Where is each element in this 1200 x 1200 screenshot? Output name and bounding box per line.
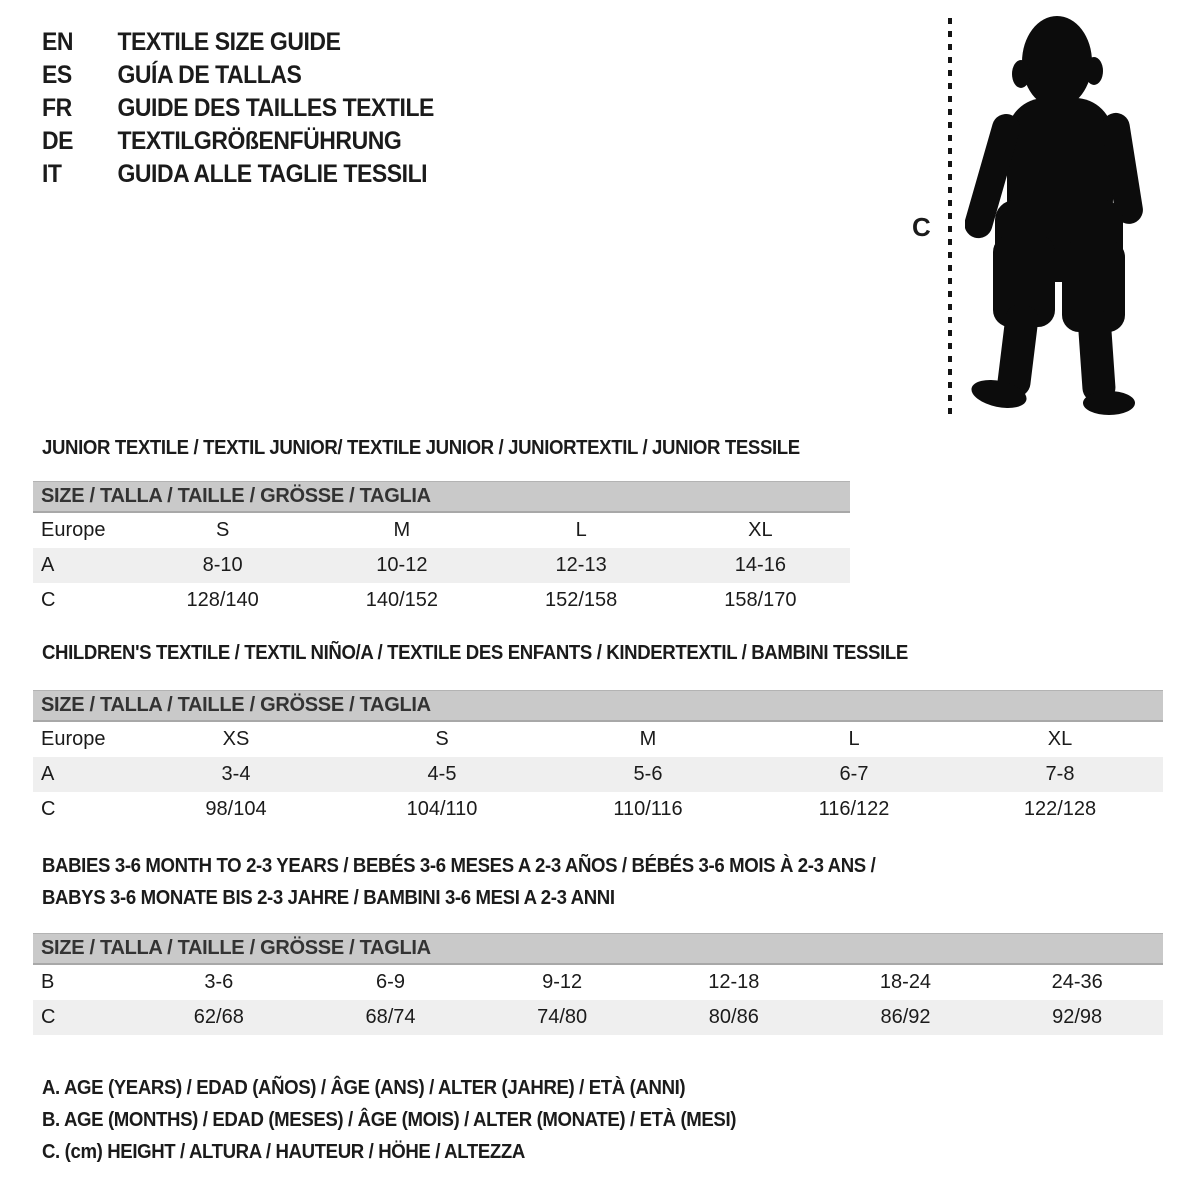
junior-row-europe: Europe S M L XL bbox=[33, 513, 850, 548]
table-cell: 3-6 bbox=[204, 971, 234, 993]
row-label: A bbox=[41, 763, 55, 785]
table-cell: 104/110 bbox=[406, 798, 478, 820]
language-code: FR bbox=[42, 94, 72, 122]
baby-silhouette-icon bbox=[965, 16, 1143, 415]
junior-section-heading: JUNIOR TEXTILE / TEXTIL JUNIOR/ TEXTILE … bbox=[42, 437, 800, 459]
table-cell: 68/74 bbox=[365, 1006, 416, 1028]
table-cell: S bbox=[215, 519, 230, 541]
table-cell: 12-13 bbox=[555, 554, 607, 576]
junior-size-header-bar: SIZE / TALLA / TAILLE / GRÖSSE / TAGLIA bbox=[33, 481, 850, 513]
table-cell: 158/170 bbox=[724, 589, 797, 611]
language-row-es: ES GUÍA DE TALLAS bbox=[42, 59, 434, 92]
language-row-de: DE TEXTILGRÖßENFÜHRUNG bbox=[42, 125, 434, 158]
legend-line-b: B. AGE (MONTHS) / EDAD (MESES) / ÂGE (MO… bbox=[42, 1109, 737, 1131]
babies-size-header-bar: SIZE / TALLA / TAILLE / GRÖSSE / TAGLIA bbox=[33, 933, 1163, 965]
junior-row-height: C 128/140 140/152 152/158 158/170 bbox=[33, 583, 850, 618]
language-code: IT bbox=[42, 160, 62, 188]
table-cell: 62/68 bbox=[193, 1006, 244, 1028]
language-row-en: EN TEXTILE SIZE GUIDE bbox=[42, 26, 434, 59]
table-cell: 9-12 bbox=[542, 971, 583, 993]
table-cell: L bbox=[848, 728, 860, 750]
children-size-header-bar: SIZE / TALLA / TAILLE / GRÖSSE / TAGLIA bbox=[33, 690, 1163, 722]
row-label: C bbox=[41, 1006, 56, 1028]
table-cell: 7-8 bbox=[1045, 763, 1075, 785]
junior-size-table: SIZE / TALLA / TAILLE / GRÖSSE / TAGLIA … bbox=[33, 481, 850, 618]
children-row-height: C 98/104 104/110 110/116 116/122 122/128 bbox=[33, 792, 1163, 827]
table-cell: 128/140 bbox=[186, 589, 259, 611]
table-cell: 3-4 bbox=[221, 763, 251, 785]
table-cell: XL bbox=[1047, 728, 1073, 750]
legend-line-a: A. AGE (YEARS) / EDAD (AÑOS) / ÂGE (ANS)… bbox=[42, 1077, 686, 1099]
babies-row-months: B 3-6 6-9 9-12 12-18 18-24 24-36 bbox=[33, 965, 1163, 1000]
table-cell: M bbox=[639, 728, 657, 750]
table-cell: 24-36 bbox=[1051, 971, 1103, 993]
junior-row-age: A 8-10 10-12 12-13 14-16 bbox=[33, 548, 850, 583]
table-cell: 122/128 bbox=[1023, 798, 1097, 820]
babies-heading-line2: BABYS 3-6 MONATE BIS 2-3 JAHRE / BAMBINI… bbox=[42, 887, 615, 909]
table-cell: 18-24 bbox=[879, 971, 932, 993]
table-cell: 80/86 bbox=[708, 1006, 759, 1028]
table-cell: 92/98 bbox=[1052, 1006, 1103, 1028]
table-cell: 116/122 bbox=[818, 798, 890, 820]
babies-heading-line1: BABIES 3-6 MONTH TO 2-3 YEARS / BEBÉS 3-… bbox=[42, 855, 876, 877]
table-cell: 86/92 bbox=[880, 1006, 931, 1028]
babies-section-heading: BABIES 3-6 MONTH TO 2-3 YEARS / BEBÉS 3-… bbox=[42, 850, 876, 914]
children-size-table: SIZE / TALLA / TAILLE / GRÖSSE / TAGLIA … bbox=[33, 690, 1163, 827]
table-cell: 110/116 bbox=[613, 798, 683, 820]
measure-legend: A. AGE (YEARS) / EDAD (AÑOS) / ÂGE (ANS)… bbox=[42, 1072, 736, 1168]
language-title: GUIDA ALLE TAGLIE TESSILI bbox=[117, 160, 428, 188]
row-label: Europe bbox=[41, 519, 106, 541]
table-cell: XS bbox=[222, 728, 250, 750]
height-measure-dashed-line bbox=[948, 18, 952, 416]
language-code: DE bbox=[42, 127, 74, 155]
table-cell: 98/104 bbox=[205, 798, 267, 820]
language-code: EN bbox=[42, 28, 74, 56]
babies-row-height: C 62/68 68/74 74/80 80/86 86/92 92/98 bbox=[33, 1000, 1163, 1035]
table-cell: M bbox=[393, 519, 411, 541]
table-cell: 6-9 bbox=[376, 971, 405, 993]
table-cell: 140/152 bbox=[365, 589, 439, 611]
table-cell: 12-18 bbox=[708, 971, 760, 993]
language-title: TEXTILE SIZE GUIDE bbox=[117, 28, 341, 56]
table-cell: 10-12 bbox=[376, 554, 428, 576]
table-cell: S bbox=[435, 728, 449, 750]
legend-line-c: C. (cm) HEIGHT / ALTURA / HAUTEUR / HÖHE… bbox=[42, 1141, 525, 1163]
table-cell: L bbox=[575, 519, 587, 541]
row-label: B bbox=[41, 971, 55, 993]
children-row-europe: Europe XS S M L XL bbox=[33, 722, 1163, 757]
height-measure-label: C bbox=[912, 212, 931, 242]
language-title: GUÍA DE TALLAS bbox=[117, 61, 302, 89]
language-title-list: EN TEXTILE SIZE GUIDE ES GUÍA DE TALLAS … bbox=[42, 26, 434, 191]
children-section-heading: CHILDREN'S TEXTILE / TEXTIL NIÑO/A / TEX… bbox=[42, 642, 908, 664]
table-cell: 74/80 bbox=[537, 1006, 588, 1028]
children-row-age: A 3-4 4-5 5-6 6-7 7-8 bbox=[33, 757, 1163, 792]
language-row-fr: FR GUIDE DES TAILLES TEXTILE bbox=[42, 92, 434, 125]
language-code: ES bbox=[42, 61, 72, 89]
table-cell: 14-16 bbox=[734, 554, 786, 576]
language-title: GUIDE DES TAILLES TEXTILE bbox=[117, 94, 434, 122]
language-title: TEXTILGRÖßENFÜHRUNG bbox=[117, 127, 402, 155]
babies-size-table: SIZE / TALLA / TAILLE / GRÖSSE / TAGLIA … bbox=[33, 933, 1163, 1035]
row-label: C bbox=[41, 798, 56, 820]
language-row-it: IT GUIDA ALLE TAGLIE TESSILI bbox=[42, 158, 434, 191]
row-label: C bbox=[41, 589, 56, 611]
row-label: A bbox=[41, 554, 55, 576]
row-label: Europe bbox=[41, 728, 106, 750]
table-cell: 6-7 bbox=[839, 763, 869, 785]
table-cell: 152/158 bbox=[544, 589, 618, 611]
table-cell: 8-10 bbox=[202, 554, 243, 576]
table-cell: 5-6 bbox=[633, 763, 663, 785]
table-cell: XL bbox=[748, 519, 773, 541]
table-cell: 4-5 bbox=[427, 763, 457, 785]
